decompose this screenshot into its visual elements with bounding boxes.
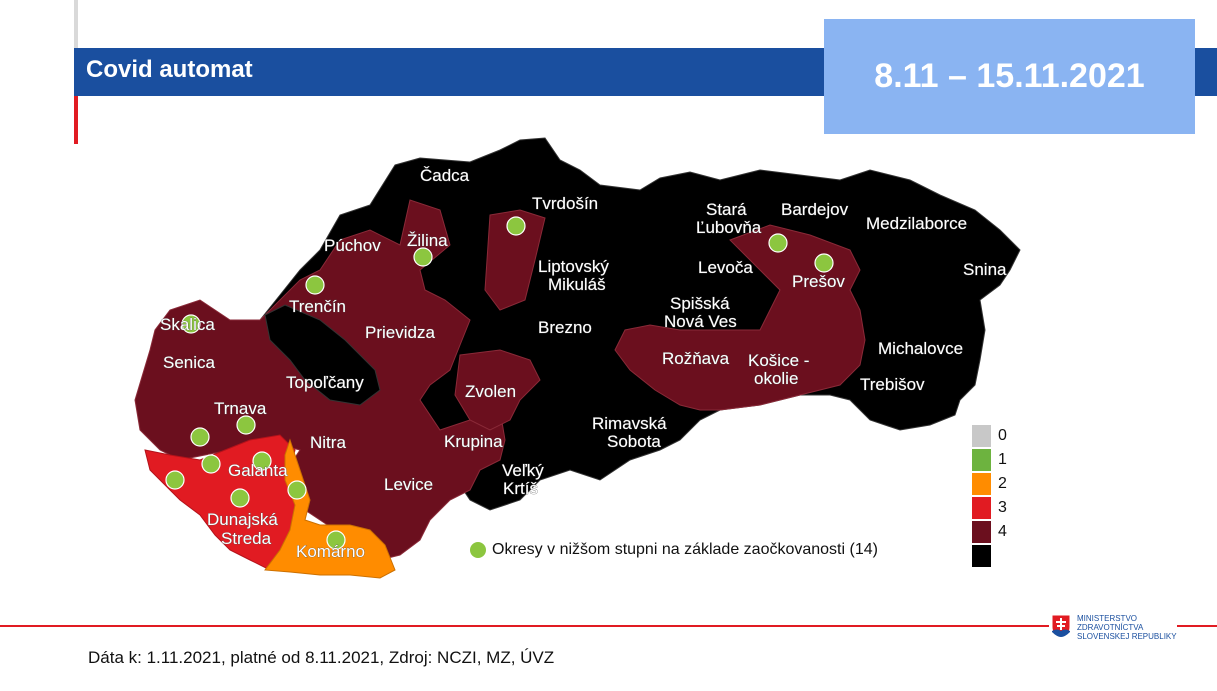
label-velky-2: Krtíš [503, 479, 538, 498]
map-region-black-topolcany [264, 304, 381, 406]
label-trnava: Trnava [214, 399, 267, 418]
legend-swatch-1 [972, 449, 991, 471]
top-accent-line [74, 0, 78, 48]
label-zvolen: Zvolen [465, 382, 516, 401]
vacc-dot-zilina [413, 247, 433, 267]
vacc-dot-bratislava [165, 470, 185, 490]
label-cadca: Čadca [420, 166, 470, 185]
label-tvrdosin: Tvrdošín [532, 194, 598, 213]
label-michalovce: Michalovce [878, 339, 963, 358]
label-roznava: Rožňava [662, 349, 730, 368]
label-dunajska-1: Dunajská [207, 510, 278, 529]
label-topolcany: Topoľčany [286, 373, 364, 392]
district-labels: Čadca Tvrdošín Púchov Žilina Stará Ľubov… [160, 166, 1008, 562]
legend-row-3: 3 [972, 496, 1020, 520]
vacc-dot-dunajska [230, 488, 250, 508]
label-skalica: Skalica [160, 315, 215, 334]
label-liptovsky-1: Liptovský [538, 257, 609, 276]
label-krupina: Krupina [444, 432, 503, 451]
vacc-dot-sala [287, 480, 307, 500]
ministry-line-1: MINISTERSTVO [1077, 614, 1138, 623]
label-kosice-1: Košice - [748, 351, 809, 370]
legend-label-0: 0 [998, 427, 1007, 444]
legend-row-4: 4 [972, 520, 1020, 544]
legend-swatch-4 [972, 521, 991, 543]
label-snina: Snina [963, 260, 1007, 279]
legend-swatch-3 [972, 497, 991, 519]
footer-source: Dáta k: 1.11.2021, platné od 8.11.2021, … [88, 648, 555, 667]
ministry-name: MINISTERSTVO ZDRAVOTNÍCTVA SLOVENSKEJ RE… [1077, 614, 1177, 641]
map-region-darkred-north [484, 209, 546, 311]
map-region-red [144, 434, 301, 571]
label-stara-lubovna-2: Ľubovňa [696, 218, 762, 237]
vacc-dot-pezinok [190, 427, 210, 447]
legend-label-3: 3 [998, 499, 1007, 516]
ministry-logo: MINISTERSTVO ZDRAVOTNÍCTVA SLOVENSKEJ RE… [1049, 614, 1177, 641]
label-levoca: Levoča [698, 258, 753, 277]
label-bardejov: Bardejov [781, 200, 849, 219]
ministry-line-2: ZDRAVOTNÍCTVA [1077, 623, 1144, 632]
legend-swatch-0 [972, 425, 991, 447]
label-dunajska-2: Streda [221, 529, 272, 548]
legend-label-2: 2 [998, 475, 1007, 492]
vacc-dot-tvrdosin [506, 216, 526, 236]
footer-divider [0, 625, 1217, 627]
legend-row-2: 2 [972, 472, 1020, 496]
label-medzilaborce: Medzilaborce [866, 214, 967, 233]
vacc-dot-skalica [181, 314, 201, 334]
vaccination-dot-icon [470, 542, 486, 558]
label-trebisov: Trebišov [860, 375, 925, 394]
vacc-dot-presov [814, 253, 834, 273]
legend-swatch-2 [972, 473, 991, 495]
label-brezno: Brezno [538, 318, 592, 337]
legend-row-1: 1 [972, 448, 1020, 472]
label-liptovsky-2: Mikuláš [548, 275, 606, 294]
vacc-dot-trnava [236, 415, 256, 435]
vacc-dot-komarno [326, 530, 346, 550]
legend-label-4: 4 [998, 523, 1007, 540]
vaccination-note-text: Okresy v nižšom stupni na základe zaočko… [492, 541, 878, 558]
legend-swatch-4-black [972, 545, 991, 567]
label-stara-lubovna-1: Stará [706, 200, 747, 219]
map-region-orange [264, 438, 396, 579]
label-kosice-2: okolie [754, 369, 798, 388]
legend-row-0: 0 [972, 424, 1020, 448]
vacc-dot-senec [201, 454, 221, 474]
crest-icon [1051, 614, 1071, 638]
date-range-box: 8.11 – 15.11.2021 [824, 19, 1195, 134]
label-rimavska-1: Rimavská [592, 414, 667, 433]
vaccination-dots [165, 216, 834, 550]
vaccination-note: Okresy v nižšom stupni na základe zaočko… [470, 541, 878, 559]
map-region-darkred-east [614, 224, 866, 411]
label-prievidza: Prievidza [365, 323, 435, 342]
ministry-line-3: SLOVENSKEJ REPUBLIKY [1077, 632, 1177, 641]
level-legend: 0 1 2 3 4 [972, 424, 1022, 568]
label-trencin: Trenčín [289, 297, 346, 316]
label-spisska-1: Spišská [670, 294, 730, 313]
label-rimavska-2: Sobota [607, 432, 661, 451]
label-nitra: Nitra [310, 433, 346, 452]
date-range: 8.11 – 15.11.2021 [874, 57, 1145, 95]
label-komarno: Komárno [296, 542, 365, 561]
page-title: Covid automat [86, 56, 253, 83]
red-accent-line [74, 96, 78, 144]
vacc-dot-sabinov [768, 233, 788, 253]
vacc-dot-trencin [305, 275, 325, 295]
label-zilina: Žilina [407, 231, 448, 250]
vacc-dot-galanta [252, 451, 272, 471]
label-galanta: Galanta [228, 461, 288, 480]
label-spisska-2: Nová Ves [664, 312, 737, 331]
label-presov: Prešov [792, 272, 845, 291]
label-levice: Levice [384, 475, 433, 494]
label-velky-1: Veľký [502, 461, 544, 480]
legend-row-4-black [972, 544, 1020, 568]
legend-label-1: 1 [998, 451, 1007, 468]
label-puchov: Púchov [324, 236, 381, 255]
label-senica: Senica [163, 353, 216, 372]
map-region-darkred-zvolen [454, 349, 541, 431]
